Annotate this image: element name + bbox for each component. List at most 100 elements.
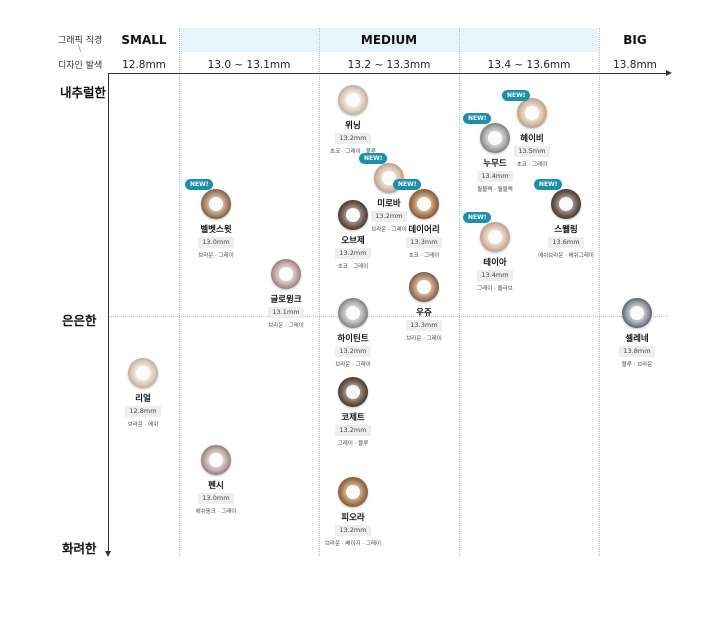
lens-card[interactable]: 코제트 13.2mm 그레이 · 블루 [294, 377, 414, 477]
lens-image [338, 477, 368, 507]
lens-colors: 초코 · 그레이 [516, 162, 548, 168]
new-badge: NEW! [359, 153, 388, 164]
lens-colors: 브라운 · 그레이 [268, 323, 304, 329]
lens-colors: 브라운 · 에쉬 [127, 422, 159, 428]
lens-name: 셀레네 [625, 334, 649, 344]
lens-image [551, 189, 581, 219]
lens-size: 13.2mm [335, 248, 371, 259]
lens-card[interactable]: 우쥬 13.3mm 브라운 · 그레이 [365, 272, 485, 372]
lens-name: 누무드 [483, 159, 507, 169]
diameter-13-2: 13.2 ~ 13.3mm [347, 59, 431, 71]
lens-image [338, 298, 368, 328]
lens-card[interactable]: NEW! 헤이비 13.5mm 초코 · 그레이 [473, 90, 593, 198]
lens-card[interactable]: 위닝 13.2mm 초코 · 그레이 · 블루 [294, 85, 414, 185]
corner-label-design: 디자인 발색 [58, 61, 103, 71]
corner-label-slash: \ [78, 44, 82, 54]
grid-line [599, 28, 600, 556]
lens-name: 글로윙크 [270, 295, 302, 305]
lens-name: 헤이비 [520, 134, 544, 144]
lens-card[interactable]: 리얼 12.8mm 브라운 · 에쉬 [84, 358, 204, 458]
lens-size: 13.2mm [335, 346, 371, 357]
lens-size: 13.6mm [548, 237, 584, 248]
new-badge: NEW! [463, 212, 492, 223]
lens-colors: 블루 · 브라운 [621, 362, 653, 368]
lens-name: 데이어리 [408, 225, 440, 235]
lens-size: 13.2mm [335, 525, 371, 536]
new-badge: NEW! [185, 179, 214, 190]
lens-image [271, 259, 301, 289]
lens-name: 미로바 [377, 199, 401, 209]
lens-card[interactable]: NEW! 누무드 13.4mm 윌블랙 · 윌블랙 [436, 113, 556, 223]
y-axis [108, 73, 109, 553]
lens-image [480, 123, 510, 153]
lens-colors: 에쉬핑크 · 그레이 [195, 509, 237, 515]
lens-image [409, 189, 439, 219]
lens-card[interactable]: 오브제 13.2mm 초코 · 그레이 [294, 200, 414, 300]
lens-name: 스웰링 [554, 225, 578, 235]
lens-card[interactable]: NEW! 스웰링 13.6mm 에쉬브라운 · 에쉬그레이 [507, 179, 627, 289]
lens-colors: 초코 · 그레이 [337, 264, 369, 270]
new-badge: NEW! [502, 90, 531, 101]
lens-name: 리얼 [135, 394, 151, 404]
lens-image [338, 85, 368, 115]
lens-size: 13.3mm [406, 320, 442, 331]
band-big: BIG [623, 33, 647, 47]
lens-card[interactable]: 펜시 13.0mm 에쉬핑크 · 그레이 [157, 445, 277, 545]
lens-card[interactable]: NEW! 데이어리 13.3mm 초코 · 그레이 [365, 179, 485, 289]
y-label-fancy: 화려한 [62, 541, 97, 556]
lens-image [480, 222, 510, 252]
grid-line [179, 28, 180, 556]
diameter-small: 12.8mm [122, 59, 166, 71]
lens-name: 우쥬 [416, 308, 432, 318]
lens-size: 13.4mm [477, 171, 513, 182]
lens-colors: 그레이 · 올리브 [477, 286, 513, 292]
lens-name: 오브제 [341, 236, 365, 246]
grid-line [459, 28, 460, 556]
lens-card[interactable]: 글로윙크 13.1mm 브라운 · 그레이 [227, 259, 347, 359]
lens-image [517, 98, 547, 128]
lens-colors: 브라운 · 그레이 [406, 336, 442, 342]
lens-image [622, 298, 652, 328]
lens-card[interactable]: 피오라 13.2mm 브라운 · 베이지 · 그레이 [294, 477, 414, 577]
x-axis [108, 73, 668, 74]
diameter-big: 13.8mm [613, 59, 657, 71]
lens-colors: 초코 · 그레이 · 블루 [330, 149, 376, 155]
grid-line [319, 28, 320, 556]
lens-image [201, 189, 231, 219]
lens-size: 12.8mm [125, 406, 161, 417]
lens-image [338, 377, 368, 407]
lens-name: 펜시 [208, 481, 224, 491]
lens-colors: 에쉬브라운 · 에쉬그레이 [538, 253, 594, 259]
lens-name: 피오라 [341, 513, 365, 523]
band-medium: MEDIUM [180, 28, 598, 52]
y-label-natural: 내추럴한 [60, 85, 107, 100]
x-axis-arrow [666, 70, 672, 76]
lens-size: 13.8mm [619, 346, 655, 357]
new-badge: NEW! [393, 179, 422, 190]
lens-size: 13.2mm [335, 425, 371, 436]
lens-card[interactable]: 하이틴트 13.2mm 브라운 · 그레이 [294, 298, 414, 398]
lens-card[interactable]: 셀레네 13.8mm 블루 · 브라운 [578, 298, 698, 398]
band-small: SMALL [121, 33, 167, 47]
corner-label-diameter: 그래픽 직경 [58, 36, 103, 46]
lens-image [338, 200, 368, 230]
lens-card[interactable]: NEW! 테이아 13.4mm 그레이 · 올리브 [436, 212, 556, 322]
lens-size: 13.2mm [371, 211, 407, 222]
lens-size: 13.3mm [406, 237, 442, 248]
lens-colors: 브라운 · 그레이 [198, 253, 234, 259]
new-badge: NEW! [463, 113, 492, 124]
lens-card[interactable]: NEW! 벨벳스윗 13.0mm 브라운 · 그레이 [157, 179, 277, 289]
lens-size: 13.1mm [268, 307, 304, 318]
lens-name: 위닝 [345, 121, 361, 131]
lens-card[interactable]: NEW! 미로바 13.2mm 브라운 · 그레이 [330, 153, 450, 263]
grid-line-middle [108, 316, 668, 317]
lens-size: 13.5mm [514, 146, 550, 157]
lens-colors: 초코 · 그레이 [408, 253, 440, 259]
y-axis-arrow [105, 551, 111, 557]
lens-colors: 그레이 · 블루 [337, 441, 369, 447]
diameter-13-4: 13.4 ~ 13.6mm [487, 59, 571, 71]
lens-name: 테이아 [483, 258, 507, 268]
lens-size: 13.4mm [477, 270, 513, 281]
lens-colors: 브라운 · 베이지 · 그레이 [324, 541, 382, 547]
lens-name: 벨벳스윗 [200, 225, 232, 235]
